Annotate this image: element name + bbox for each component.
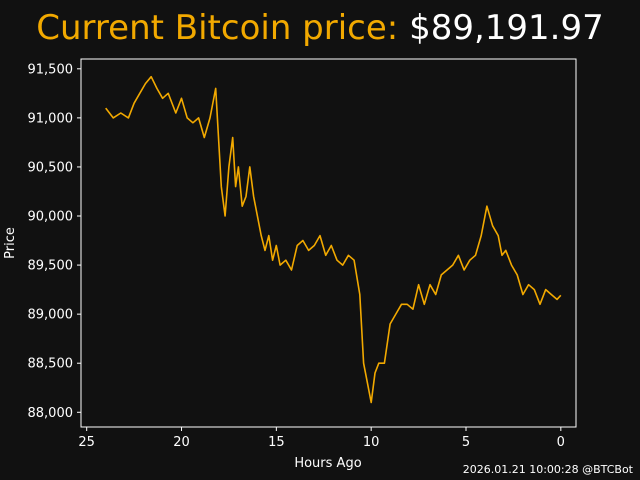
y-tick-label: 91,500 (28, 62, 74, 77)
y-tick-label: 88,500 (28, 357, 74, 372)
x-tick-label: 10 (363, 435, 380, 450)
x-tick-label: 5 (462, 435, 470, 450)
footer-timestamp: 2026.01.21 10:00:28 @BTCBot (462, 463, 633, 476)
y-tick-label: 89,000 (28, 308, 74, 323)
plot-area (80, 58, 577, 428)
x-tick-label: 15 (268, 435, 285, 450)
y-tick-label: 89,500 (28, 259, 74, 274)
title-label: Current Bitcoin price: (36, 8, 399, 48)
title-price: $89,191.97 (409, 8, 604, 48)
y-tick-label: 90,500 (28, 160, 74, 175)
x-tick-label: 25 (78, 435, 95, 450)
x-tick-label: 20 (173, 435, 190, 450)
y-tick-label: 90,000 (28, 210, 74, 225)
y-tick-label: 88,000 (28, 406, 74, 421)
y-axis-label: Price (3, 227, 18, 259)
x-tick-label: 0 (557, 435, 565, 450)
chart-title: Current Bitcoin price: $89,191.97 (0, 8, 640, 48)
y-tick-label: 91,000 (28, 111, 74, 126)
price-line (105, 75, 562, 404)
x-axis-label: Hours Ago (294, 456, 361, 471)
